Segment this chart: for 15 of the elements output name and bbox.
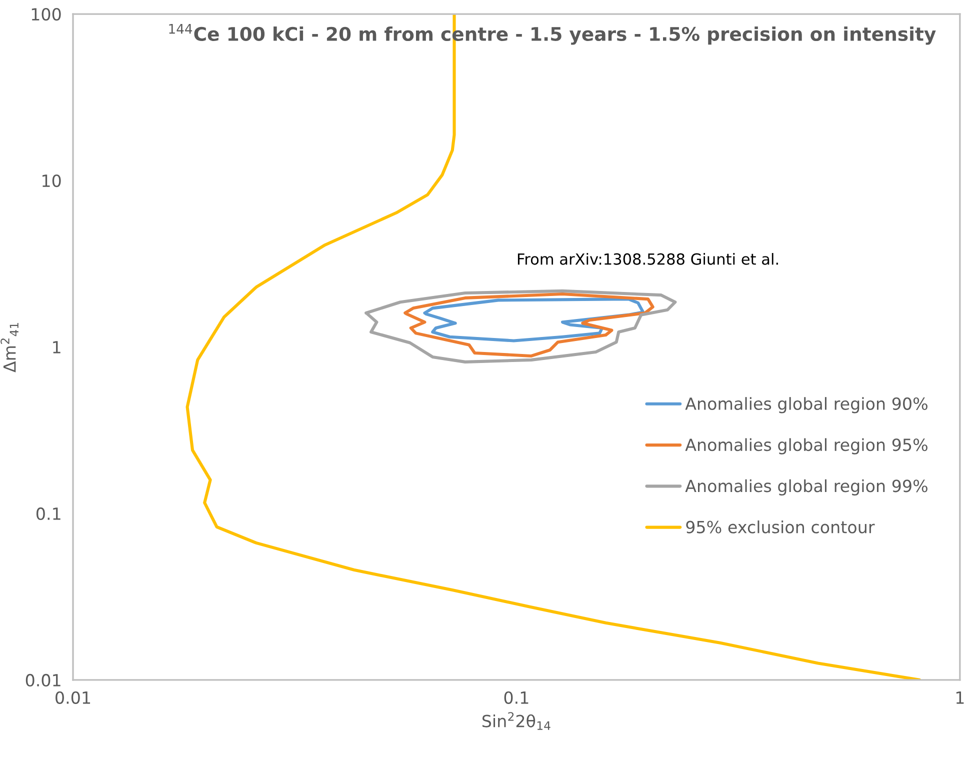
y-axis-title: Δm$^{2}$$_{41}$: [0, 322, 18, 372]
y-tick-label: 0.1: [36, 507, 60, 520]
y-tick-label: 1: [53, 341, 60, 354]
legend-label: Anomalies global region 90%: [685, 397, 928, 414]
y-tick-label: 0.01: [26, 674, 60, 686]
x-axis-title: Sin$^{2}$2θ$_{14}$: [482, 712, 550, 730]
legend-label: 95% exclusion contour: [686, 520, 875, 534]
x-tick-label: 0.01: [56, 691, 90, 704]
y-tick-label: 100: [32, 8, 61, 21]
x-tick-label: 1: [956, 692, 964, 704]
annotation: From arXiv:1308.5288 Giunti et al.: [518, 253, 778, 265]
legend-label: Anomalies global region 95%: [685, 438, 928, 454]
x-tick-label: 0.1: [504, 691, 528, 704]
y-tick-label: 10: [42, 174, 61, 188]
legend-label: Anomalies global region 99%: [685, 479, 928, 496]
